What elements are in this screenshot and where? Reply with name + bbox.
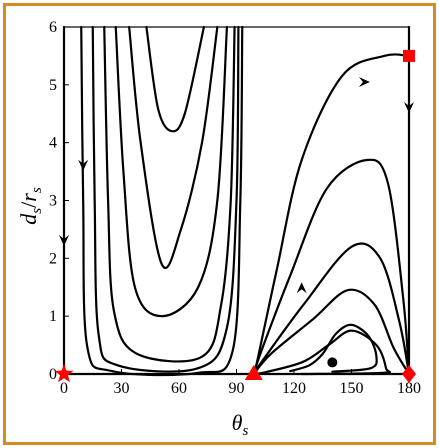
trajectory-curve-10: [252, 288, 411, 376]
trajectory-curve-4: [114, 25, 229, 318]
trajectory-curve-11: [256, 329, 391, 376]
trajectory-curve-3: [103, 25, 236, 363]
trajectory-curves: [62, 25, 411, 377]
arrow-up-3: [296, 282, 307, 294]
x-tick-label-120: 120: [282, 380, 306, 397]
fixed-point-markers: [54, 49, 416, 383]
x-tick-label-150: 150: [340, 380, 364, 397]
x-axis-label: θs: [232, 410, 249, 439]
trajectory-curve-5: [128, 25, 219, 270]
star-marker: [54, 364, 74, 383]
y-tick-label-4: 4: [49, 135, 57, 152]
axis-ticks: 0 30 60 90 120 150 180 0 1 2 3 4 5 6: [49, 19, 421, 397]
x-tick-label-0: 0: [60, 380, 68, 397]
x-tick-label-60: 60: [171, 380, 187, 397]
y-tick-label-0: 0: [49, 366, 57, 383]
square-marker: [403, 49, 415, 62]
phase-portrait-chart: 0 30 60 90 120 150 180 0 1 2 3 4 5 6 θs ds/rs: [16, 19, 421, 439]
x-tick-label-180: 180: [397, 380, 421, 397]
y-tick-label-3: 3: [49, 193, 57, 210]
trajectory-curve-2: [91, 25, 240, 373]
y-tick-label-5: 5: [49, 77, 57, 94]
triangle-marker: [244, 365, 263, 380]
y-tick-label-2: 2: [49, 250, 57, 267]
y-tick-label-1: 1: [49, 308, 57, 325]
trajectory-curve-6: [145, 25, 206, 133]
trajectory-curve-12: [289, 323, 378, 373]
chart-frame: 0 30 60 90 120 150 180 0 1 2 3 4 5 6 θs ds/rs: [3, 3, 436, 445]
y-tick-label-6: 6: [49, 19, 57, 36]
y-axis-label: ds/rs: [16, 187, 45, 225]
arrow-right-4: [358, 76, 370, 87]
trajectory-curve-9: [252, 242, 411, 376]
trajectory-curve-8: [252, 158, 411, 376]
arrow-down-2: [78, 159, 89, 171]
dot-marker: [327, 357, 338, 368]
x-tick-label-30: 30: [114, 380, 130, 397]
diamond-marker: [402, 365, 416, 383]
x-tick-label-90: 90: [229, 380, 245, 397]
